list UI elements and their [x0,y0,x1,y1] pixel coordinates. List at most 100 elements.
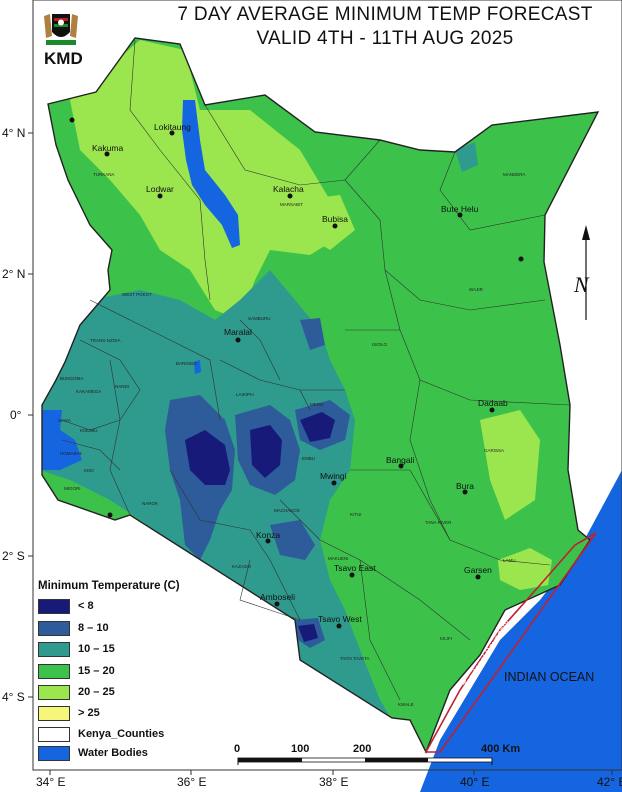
town-label: Amboseli [260,592,295,602]
region-label: KITUI [350,512,362,517]
region-label: MANDERA [503,172,526,177]
region-label: MAKUENI [328,556,349,561]
map-title: 7 DAY AVERAGE MINIMUM TEMP FORECAST [177,4,593,25]
lon-label: 38° E [319,775,348,789]
kenya-border [41,37,600,754]
region-label: NAROK [142,501,158,506]
region-label: TANA RIVER [425,520,452,525]
region-label: ISIOLO [372,342,388,347]
town-label: Kalacha [273,184,304,194]
region-label: TAITA TAVETA [340,656,370,661]
ocean-label: INDIAN OCEAN [504,670,594,684]
legend-item: 10 – 15 [38,641,115,657]
territorial-boundary-line [424,532,597,753]
region-label: BUNGOMA [60,376,83,381]
scale-label: 200 [353,743,371,755]
lon-label: 42° E [597,775,622,789]
legend-swatch [38,705,70,721]
legend-swatch [38,598,70,614]
lat-label: 4° N [2,126,25,140]
region-label: TRANS-NZOIA [90,338,121,343]
longitude-axis [49,770,613,775]
north-letter: N [573,272,590,297]
north-arrow: N [573,225,590,320]
zone-lt8-mtkenya [250,425,282,478]
lon-label: 36° E [177,775,206,789]
region-label: LAMU [503,558,516,563]
region-label: HOMABAY [60,451,82,456]
region-label: LAIKIPIA [236,392,254,397]
legend-label: Water Bodies [78,747,148,759]
legend-item: 15 – 20 [38,663,115,679]
region-label: GARISSA [484,448,504,453]
zone-lt8-nyambene [300,412,335,442]
region-label: MIGORI [64,486,81,491]
map-subtitle: VALID 4TH - 11TH AUG 2025 [256,28,514,49]
scale-label: 0 [234,743,240,755]
lat-label: 2° N [2,267,25,281]
region-label: MERU [310,402,323,407]
town-dots [69,117,524,629]
region-label: KAJIADO [232,564,252,569]
region-label: BARINGO [176,361,197,366]
town-label: Mwingi [320,471,347,481]
legend-label: 15 – 20 [78,665,115,677]
lat-label: 0° [10,408,22,422]
region-label: MACHAKOS [274,508,300,513]
town-label: Dadaab [478,398,508,408]
map-frame [32,0,622,771]
town-label: Kakuma [92,143,123,153]
scale-bar [237,757,493,765]
legend-item: < 8 [38,598,94,614]
legend-item: > 25 [38,705,100,721]
region-label: WAJIR [469,287,484,292]
indian-ocean [420,470,622,792]
region-label: TURKANA [93,172,115,177]
scale-label: 100 [291,743,309,755]
region-label: WEST POKOT [122,292,152,297]
zone-20-25-east [480,410,540,520]
region-label: MARSABIT [280,202,303,207]
zone-lt8-aberdares [185,430,230,485]
lon-label: 40° E [460,775,489,789]
town-label: Bubisa [322,214,348,224]
lat-label: 2° S [2,549,25,563]
legend-label: 10 – 15 [78,643,115,655]
region-label: KAKAMEGA [76,389,101,394]
town-label: Bangali [386,455,414,465]
zone-20-25-north2 [300,195,355,250]
region-label: KISUMU [80,428,98,433]
town-label: Garsen [464,565,492,575]
town-label: Bura [456,481,474,491]
legend-label: > 25 [78,707,100,719]
town-label: Tsavo East [334,563,376,573]
legend-swatch [38,641,70,657]
town-label: Lokitaung [154,122,191,132]
legend-label: < 8 [78,600,94,612]
latitude-axis [28,132,33,698]
region-label: NANDI [115,384,129,389]
legend-swatch [38,726,70,742]
zone-20-25-coast [498,548,552,590]
region-label: KISII [84,468,94,473]
legend-item: Kenya_Counties [38,726,164,742]
lon-label: 34° E [36,775,65,789]
town-label: Tsavo West [318,614,362,624]
town-label: Lodwar [146,184,174,194]
region-label: SAMBURU [248,316,271,321]
region-label: KWALE [398,702,414,707]
scale-label: 400 Km [481,743,520,755]
town-label: Bute Helu [441,204,479,214]
legend-swatch [38,745,70,761]
region-label: KILIFI [440,636,452,641]
legend-swatch [38,663,70,679]
legend-swatch [38,684,70,700]
legend-title: Minimum Temperature (C) [38,580,180,592]
zone-lt8-kilimanjaro [298,624,318,642]
legend-label: 8 – 10 [78,622,109,634]
legend-label: 20 – 25 [78,686,115,698]
legend-item: 20 – 25 [38,684,115,700]
legend-item: 8 – 10 [38,620,109,636]
zone-15-20-mandera [455,142,478,172]
